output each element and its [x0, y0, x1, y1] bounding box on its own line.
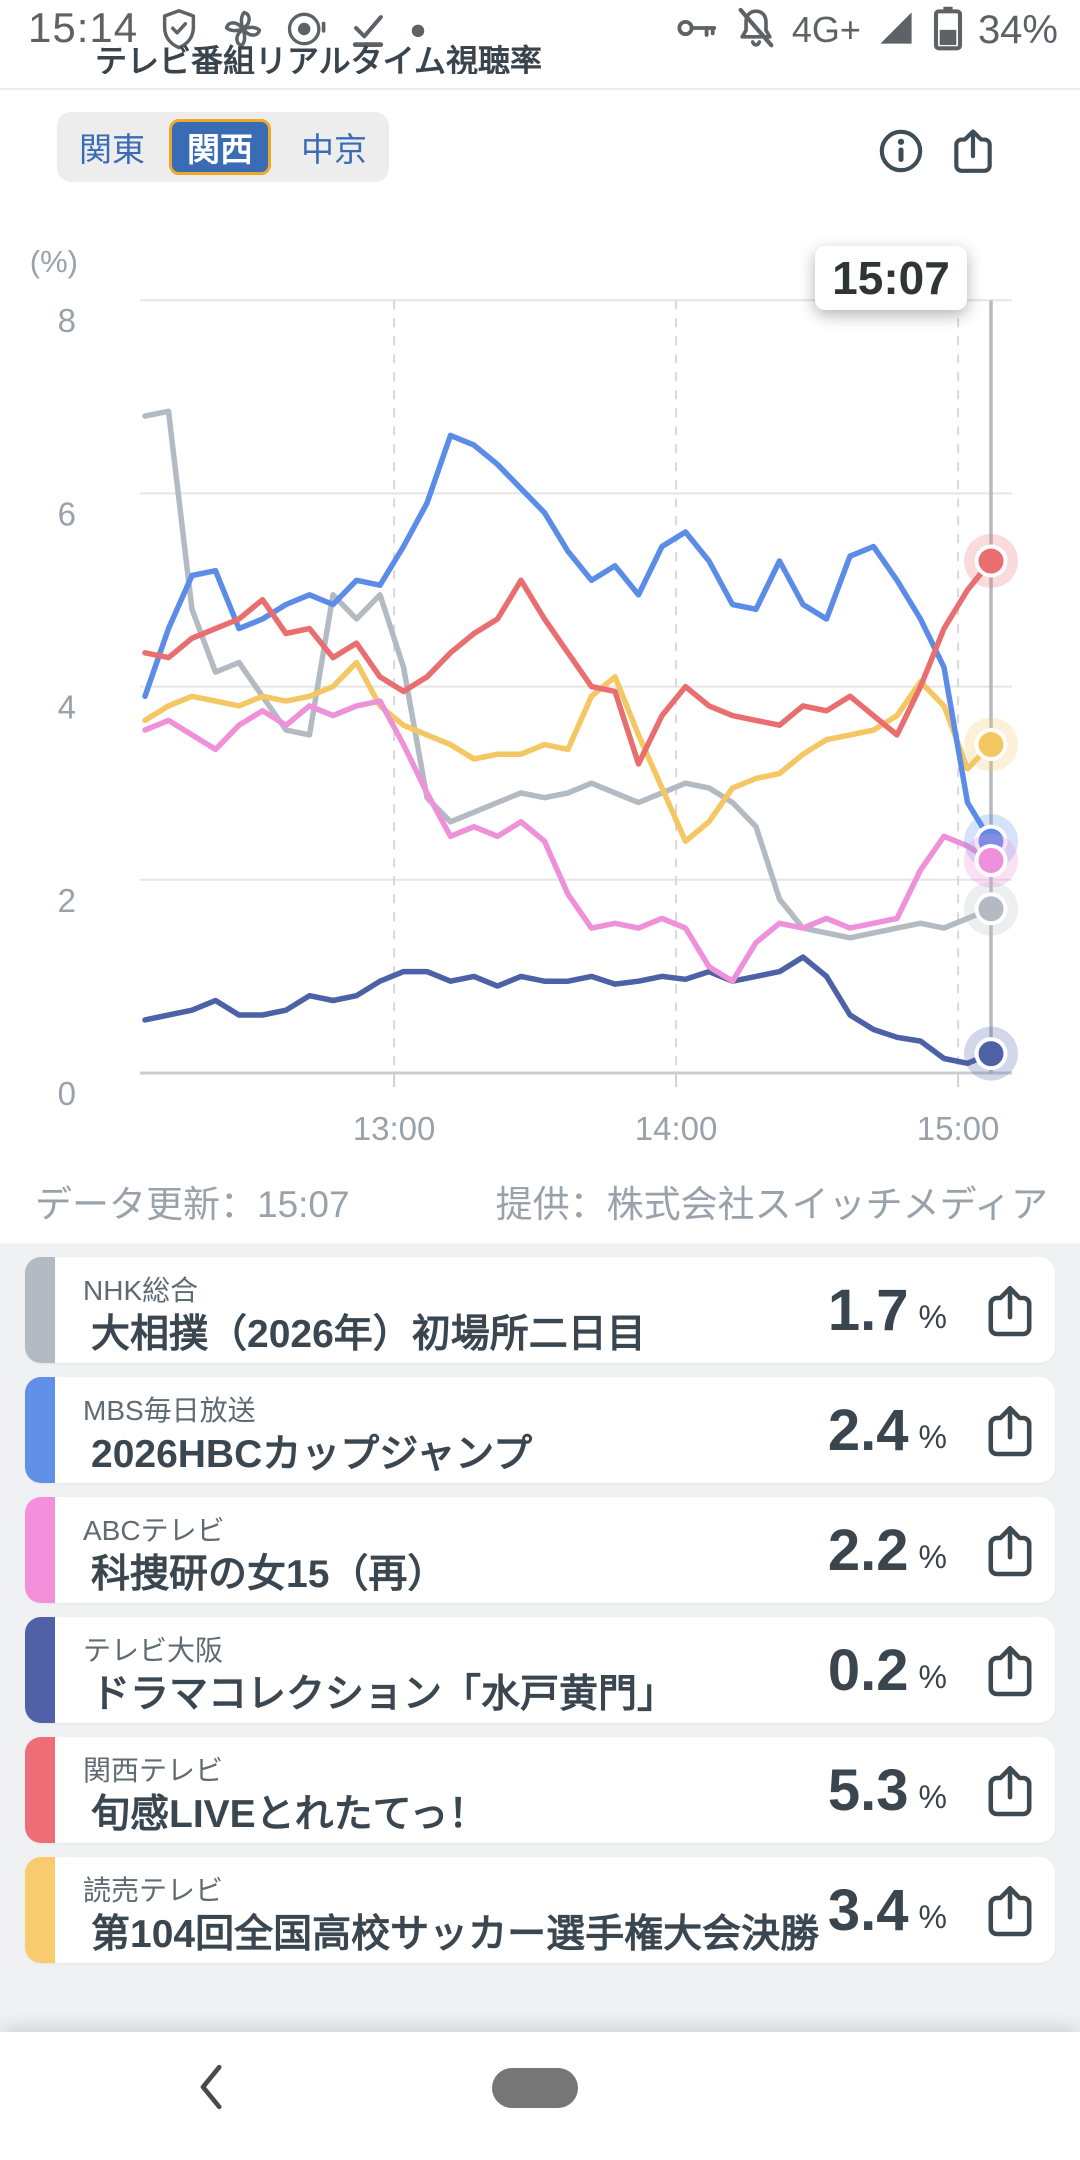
app-title: テレビ番組リアルタイム視聴率 — [95, 44, 543, 74]
ratings-chart[interactable]: 0 2 4 6 8 (%) 13:00 14:00 15:00 — [0, 0, 1080, 1250]
notifications-off-icon — [733, 5, 779, 56]
program-list: NHK総合 大相撲（2026年）初場所二日目 1.7 % MBS毎日放送 202… — [0, 1243, 1080, 2032]
status-notification-icons — [156, 7, 428, 56]
channel-name: テレビ大阪 — [83, 1635, 224, 1666]
signal-icon — [874, 6, 918, 55]
network-type-label: 4G+ — [791, 9, 861, 50]
svg-text:13:00: 13:00 — [353, 1110, 436, 1147]
header-divider — [0, 88, 1080, 90]
program-title: 2026HBCカップジャンプ — [91, 1433, 533, 1476]
channel-color-bar — [25, 1857, 55, 1963]
rating-unit: % — [918, 1778, 947, 1815]
tab-chukyo[interactable]: 中京 — [301, 131, 367, 168]
rating-value: 1.7 — [827, 1277, 909, 1343]
channel-name: MBS毎日放送 — [83, 1395, 256, 1426]
program-share-button[interactable] — [981, 1760, 1039, 1820]
info-icon — [876, 129, 926, 180]
fan-icon — [220, 6, 266, 57]
program-share-button[interactable] — [981, 1880, 1039, 1940]
rating-unit: % — [918, 1658, 947, 1695]
program-title: 大相撲（2026年）初場所二日目 — [91, 1313, 646, 1356]
key-icon — [674, 5, 720, 56]
program-card[interactable]: ABCテレビ 科捜研の女15（再） 2.2 % — [25, 1497, 1055, 1603]
data-updated-label: データ更新：15:07 — [35, 1184, 350, 1225]
system-navigation-bar — [0, 2032, 1080, 2160]
channel-color-bar — [25, 1497, 55, 1603]
home-pill-button[interactable] — [492, 2068, 578, 2108]
svg-text:4: 4 — [58, 689, 76, 726]
svg-text:0: 0 — [58, 1075, 76, 1112]
program-card[interactable]: 関西テレビ 旬感LIVEとれたてっ！ 5.3 % — [25, 1737, 1055, 1843]
shield-check-icon — [156, 6, 202, 57]
program-share-button[interactable] — [981, 1400, 1039, 1460]
battery-percentage: 34% — [977, 7, 1058, 52]
rating-value: 3.4 — [827, 1877, 909, 1943]
tab-kansai[interactable]: 関西 — [169, 119, 271, 175]
channel-name: NHK総合 — [83, 1275, 199, 1306]
channel-name: 読売テレビ — [83, 1875, 224, 1906]
record-icon — [284, 7, 328, 56]
svg-text:2: 2 — [58, 882, 76, 919]
status-system-icons: 4G+ 34% — [674, 5, 1058, 56]
program-card[interactable]: テレビ大阪 ドラマコレクション「水戸黄門」 0.2 % — [25, 1617, 1055, 1723]
share-icon — [981, 1765, 1039, 1824]
rating-unit: % — [918, 1298, 947, 1335]
battery-icon — [931, 4, 965, 57]
rating-unit: % — [918, 1898, 947, 1935]
status-time: 15:14 — [28, 4, 139, 51]
tooltip-time-label: 15:07 — [832, 252, 950, 304]
channel-name: 関西テレビ — [83, 1755, 224, 1786]
svg-text:15:00: 15:00 — [917, 1110, 1000, 1147]
status-bar: 15:14 — [0, 0, 1080, 58]
program-share-button[interactable] — [981, 1520, 1039, 1580]
back-button[interactable] — [190, 2060, 234, 2114]
rating-unit: % — [918, 1418, 947, 1455]
svg-text:(%): (%) — [30, 244, 78, 279]
channel-color-bar — [25, 1377, 55, 1483]
region-tabs: 関東 関西 中京 — [57, 112, 389, 182]
share-icon — [981, 1405, 1039, 1464]
info-button[interactable] — [876, 126, 926, 176]
share-icon — [981, 1645, 1039, 1704]
rating-value-group: 5.3 % — [828, 1737, 947, 1843]
channel-color-bar — [25, 1257, 55, 1363]
rating-value: 2.2 — [827, 1517, 909, 1583]
time-tooltip[interactable]: 15:07 — [815, 246, 967, 310]
channel-color-bar — [25, 1737, 55, 1843]
rating-value-group: 2.4 % — [828, 1377, 947, 1483]
svg-text:8: 8 — [58, 302, 76, 339]
channel-color-bar — [25, 1617, 55, 1723]
dot-icon — [408, 7, 428, 56]
program-card[interactable]: NHK総合 大相撲（2026年）初場所二日目 1.7 % — [25, 1257, 1055, 1363]
program-title: 科捜研の女15（再） — [91, 1553, 447, 1596]
program-title: ドラマコレクション「水戸黄門」 — [91, 1673, 677, 1716]
channel-name: ABCテレビ — [83, 1515, 225, 1546]
svg-text:14:00: 14:00 — [635, 1110, 718, 1147]
tab-kanto[interactable]: 関東 — [79, 131, 145, 168]
check-underline-icon — [346, 7, 390, 56]
rating-value-group: 2.2 % — [828, 1497, 947, 1603]
program-share-button[interactable] — [981, 1640, 1039, 1700]
share-icon — [981, 1525, 1039, 1584]
data-provider-label: 提供：株式会社スイッチメディア — [495, 1184, 1048, 1225]
share-icon — [981, 1885, 1039, 1944]
svg-text:6: 6 — [58, 495, 76, 532]
chart-share-button[interactable] — [948, 126, 998, 176]
rating-value-group: 3.4 % — [828, 1857, 947, 1963]
rating-value: 2.4 — [827, 1397, 909, 1463]
share-icon — [981, 1285, 1039, 1344]
rating-value: 0.2 — [827, 1637, 909, 1703]
rating-value-group: 1.7 % — [828, 1257, 947, 1363]
share-icon — [948, 129, 998, 180]
program-card[interactable]: MBS毎日放送 2026HBCカップジャンプ 2.4 % — [25, 1377, 1055, 1483]
program-title: 旬感LIVEとれたてっ！ — [91, 1793, 488, 1836]
rating-unit: % — [918, 1538, 947, 1575]
program-card[interactable]: 読売テレビ 第104回全国高校サッカー選手権大会決勝 3.4 % — [25, 1857, 1055, 1963]
rating-value: 5.3 — [827, 1757, 909, 1823]
rating-value-group: 0.2 % — [828, 1617, 947, 1723]
program-share-button[interactable] — [981, 1280, 1039, 1340]
program-title: 第104回全国高校サッカー選手権大会決勝 — [91, 1913, 820, 1956]
